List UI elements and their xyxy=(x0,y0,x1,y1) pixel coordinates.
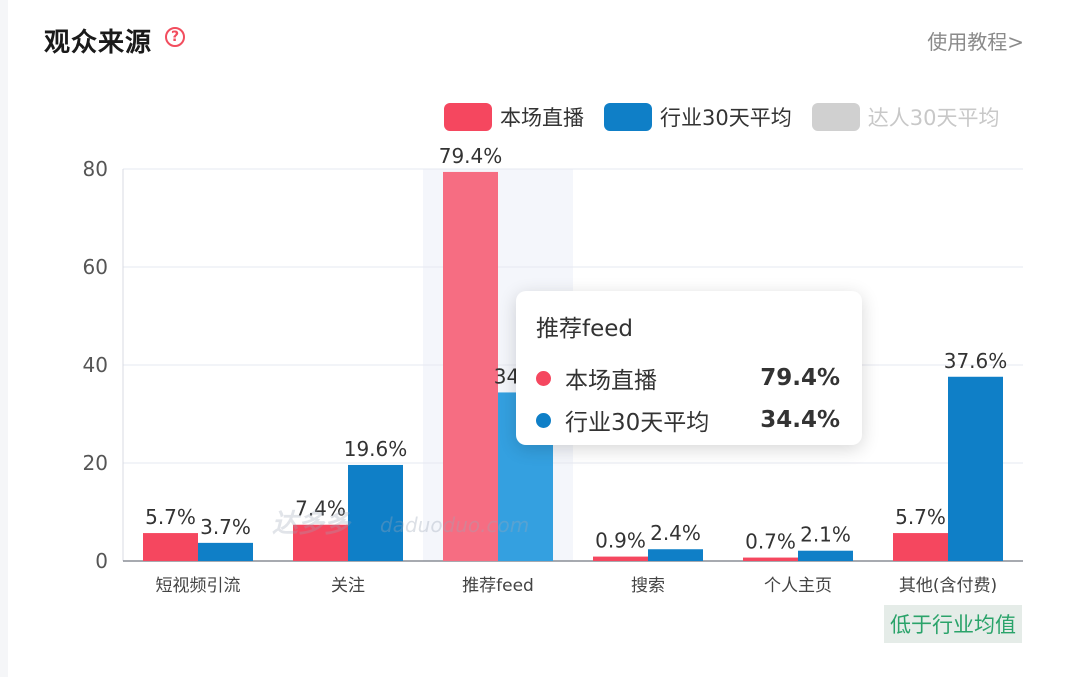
bar xyxy=(798,550,853,561)
tooltip-value-industry: 34.4% xyxy=(760,407,840,433)
legend-swatch-creator xyxy=(811,103,860,131)
legend-label-industry: 行业30天平均 xyxy=(660,106,792,130)
data-label: 7.4% xyxy=(295,497,346,521)
legend-swatch-live xyxy=(444,103,492,131)
below-industry-badge: 低于行业均值 xyxy=(884,605,1022,643)
legend-label-creator: 达人30天平均 xyxy=(867,106,1000,130)
watermark-logo: 达多多 xyxy=(272,509,352,539)
bar xyxy=(348,464,403,561)
data-label: 5.7% xyxy=(145,505,196,529)
x-tick-label: 短视频引流 xyxy=(156,576,241,596)
tooltip-dot-industry xyxy=(536,412,551,428)
tooltip-dot-live xyxy=(536,370,551,386)
y-tick-label: 80 xyxy=(83,157,108,181)
data-label: 79.4% xyxy=(439,144,503,168)
tooltip-row-industry: 行业30天平均 34.4% xyxy=(536,399,842,441)
x-tick-label: 搜索 xyxy=(631,576,665,596)
bar xyxy=(893,533,948,561)
x-tick-label: 个人主页 xyxy=(764,576,832,596)
bar xyxy=(143,533,198,561)
y-tick-label: 60 xyxy=(83,255,108,279)
bar xyxy=(743,557,798,561)
chart-legend: 本场直播 行业30天平均 达人30天平均 xyxy=(444,102,1019,132)
legend-swatch-industry xyxy=(604,103,652,131)
data-label: 0.7% xyxy=(745,530,796,554)
data-label: 2.4% xyxy=(650,521,701,545)
bar xyxy=(593,556,648,561)
tooltip-value-live: 79.4% xyxy=(760,365,840,391)
y-tick-label: 40 xyxy=(83,353,108,377)
question-circle-icon[interactable]: ? xyxy=(165,27,185,47)
data-label: 19.6% xyxy=(344,437,408,461)
data-label: 3.7% xyxy=(200,515,251,539)
tooltip-name-live: 本场直播 xyxy=(565,368,657,394)
x-tick-label: 其他(含付费) xyxy=(899,576,997,596)
legend-label-live: 本场直播 xyxy=(500,106,584,130)
data-label: 37.6% xyxy=(944,349,1008,373)
data-label: 5.7% xyxy=(895,505,946,529)
chart-tooltip: 推荐feed 本场直播 79.4% 行业30天平均 34.4% xyxy=(516,291,862,445)
y-tick-label: 20 xyxy=(83,451,108,475)
bar xyxy=(648,549,703,561)
legend-item-creator[interactable]: 达人30天平均 xyxy=(811,102,1000,132)
bar xyxy=(198,542,253,561)
y-tick-label: 0 xyxy=(95,549,108,573)
data-label: 0.9% xyxy=(595,529,646,553)
x-tick-label: 关注 xyxy=(331,576,365,596)
legend-item-live[interactable]: 本场直播 xyxy=(444,102,584,132)
tooltip-name-industry: 行业30天平均 xyxy=(565,410,710,436)
legend-item-industry[interactable]: 行业30天平均 xyxy=(604,102,792,132)
watermark-text: daduoduo.com xyxy=(380,513,529,537)
x-tick-label: 推荐feed xyxy=(462,576,534,596)
bar xyxy=(948,376,1003,561)
data-label: 2.1% xyxy=(800,523,851,547)
tooltip-title: 推荐feed xyxy=(536,316,633,342)
panel-left-border xyxy=(0,0,8,677)
bar xyxy=(443,171,498,561)
bar xyxy=(293,524,348,561)
page-title: 观众来源 xyxy=(44,28,153,58)
tutorial-link[interactable]: 使用教程> xyxy=(927,30,1024,54)
tooltip-row-live: 本场直播 79.4% xyxy=(536,357,842,399)
